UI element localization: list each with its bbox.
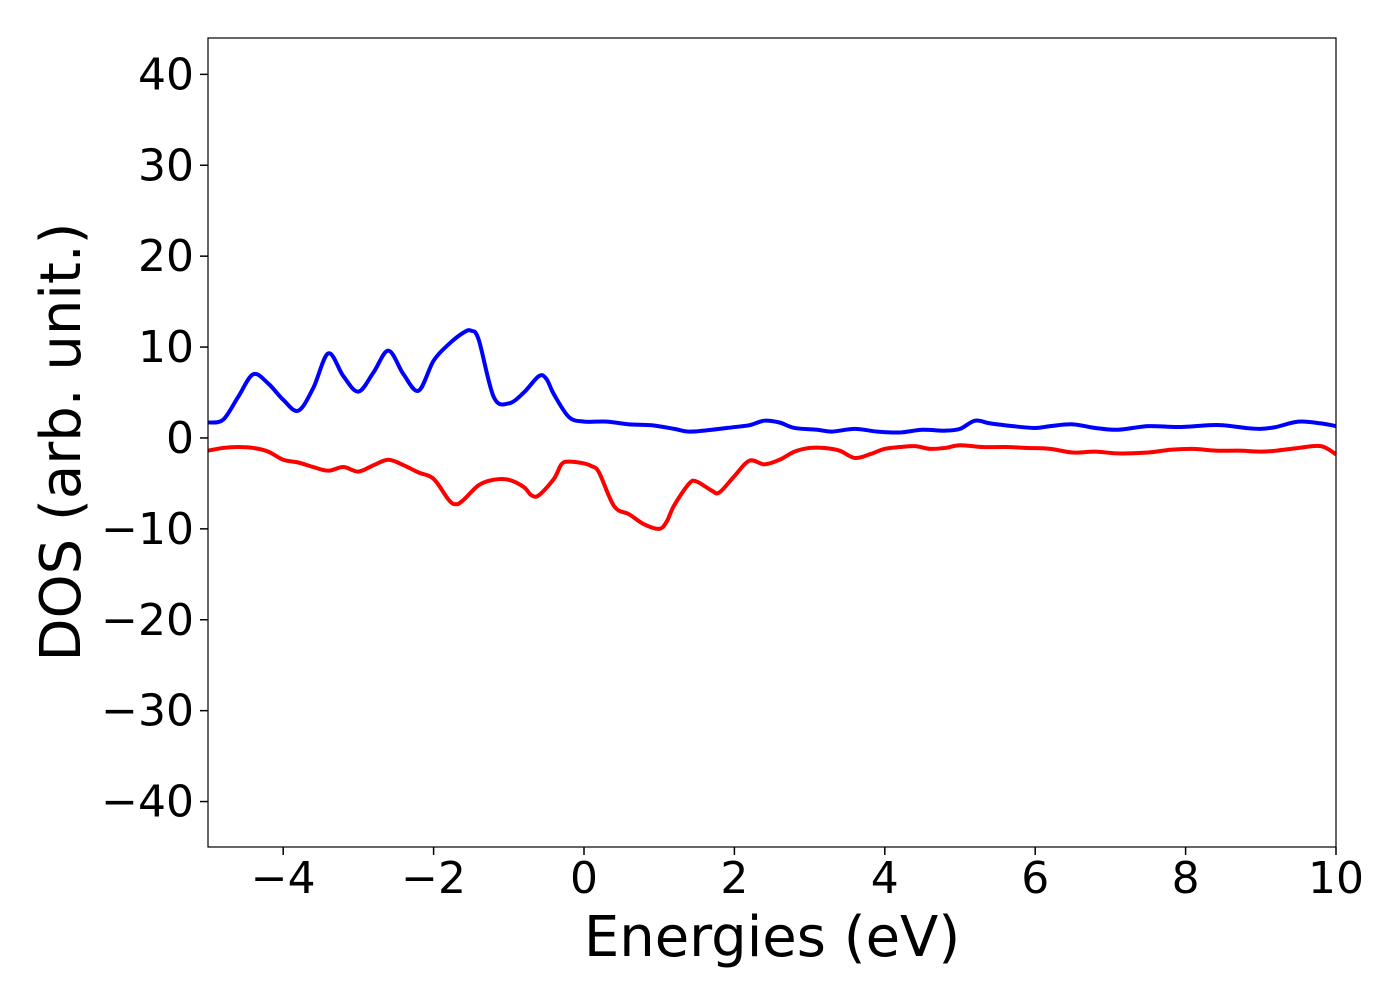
x-tick-label: 10 xyxy=(1308,853,1364,904)
x-tick-label: 6 xyxy=(1021,853,1049,904)
x-axis-title: Energies (eV) xyxy=(584,905,960,970)
x-tick-label: 8 xyxy=(1172,853,1200,904)
plot-area xyxy=(208,38,1336,847)
y-tick-label: 40 xyxy=(138,49,194,100)
series-line-1 xyxy=(207,328,1337,435)
y-tick-label: −30 xyxy=(101,686,194,737)
y-tick-label: 20 xyxy=(138,231,194,282)
y-tick-label: −20 xyxy=(101,595,194,646)
y-axis-title: DOS (arb. unit.) xyxy=(29,222,94,661)
y-tick-label: 0 xyxy=(166,413,194,464)
x-tick-label: 0 xyxy=(570,853,598,904)
series-line-2 xyxy=(207,443,1338,531)
plot-frame xyxy=(207,37,1337,848)
x-tick-label: −2 xyxy=(401,853,466,904)
x-axis-ticks: −4 −2 0 2 4 6 8 10 xyxy=(251,847,1364,904)
y-tick-label: −40 xyxy=(101,777,194,828)
y-axis-ticks: 40 30 20 10 0 −10 −20 −30 −40 xyxy=(101,49,208,828)
series-layer xyxy=(207,328,1338,531)
x-tick-label: 2 xyxy=(720,853,748,904)
y-tick-label: −10 xyxy=(101,504,194,555)
y-tick-label: 10 xyxy=(138,322,194,373)
y-tick-label: 30 xyxy=(138,140,194,191)
x-tick-label: −4 xyxy=(251,853,316,904)
x-tick-label: 4 xyxy=(871,853,899,904)
